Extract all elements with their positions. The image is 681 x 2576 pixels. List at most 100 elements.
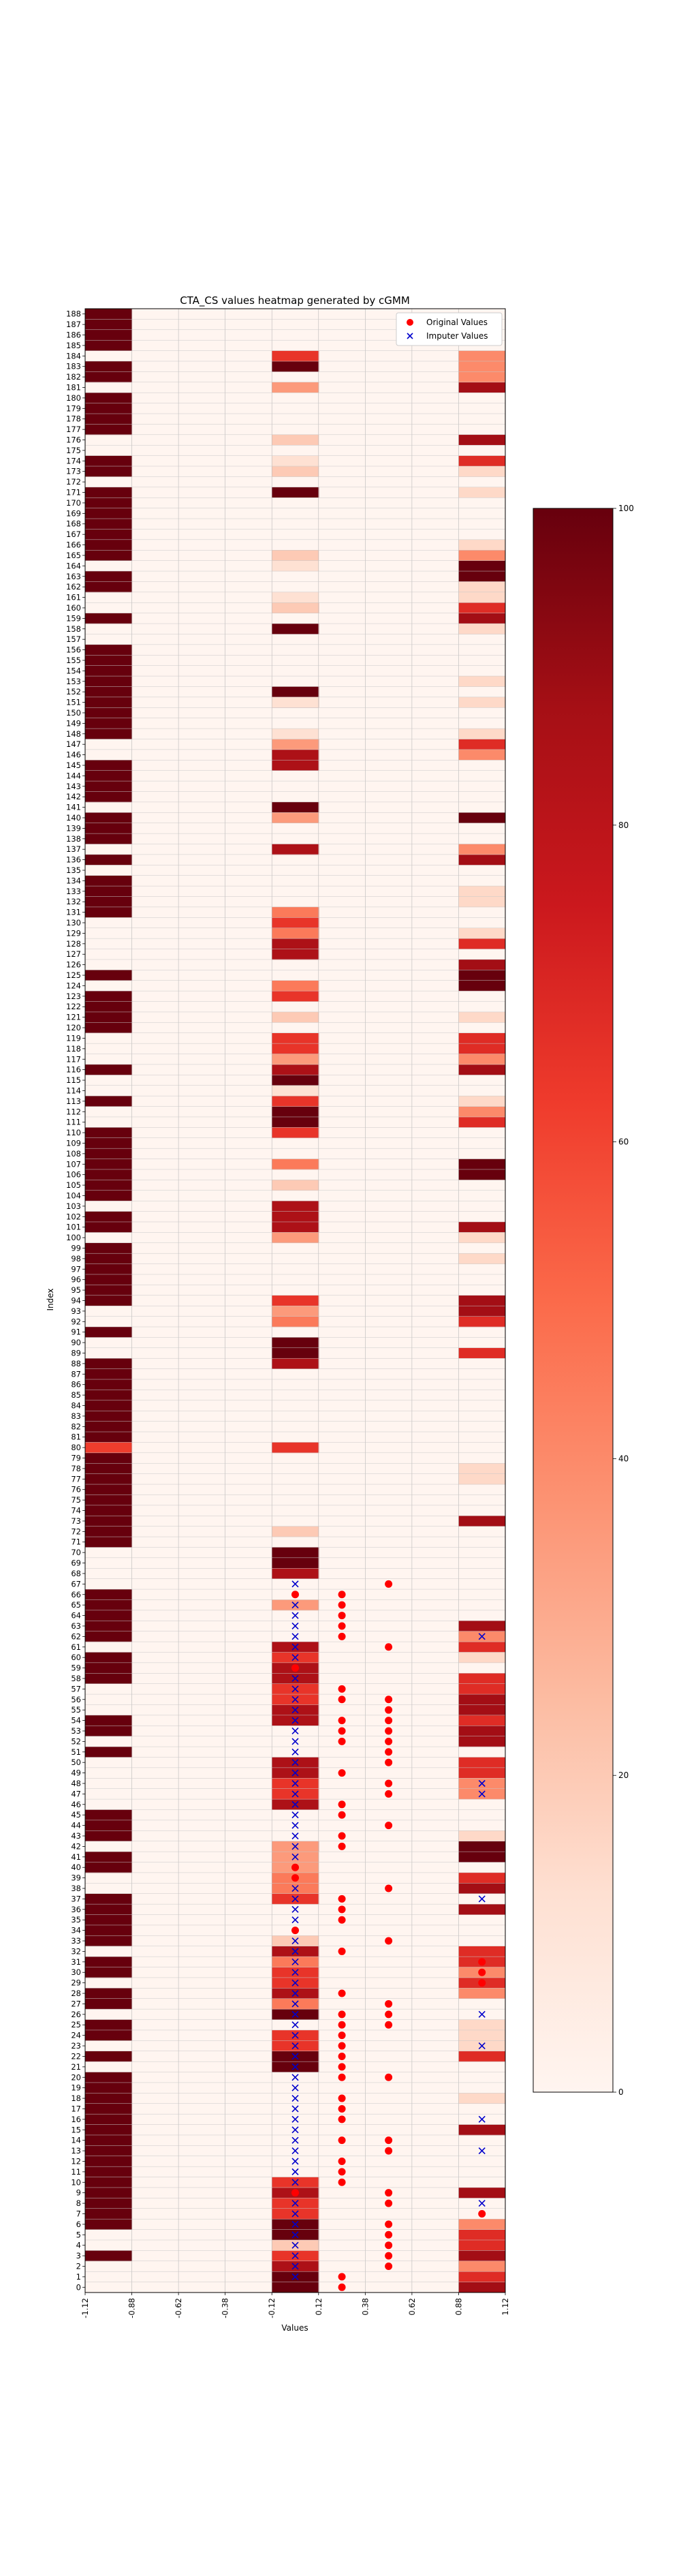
y-tick-label: 103 [66, 1201, 81, 1211]
original-value-marker [291, 1591, 299, 1599]
heatmap-cell [458, 2019, 506, 2031]
heatmap-cell [85, 676, 133, 687]
imputed-value-marker [291, 2126, 299, 2134]
heatmap-cell [458, 571, 506, 582]
heatmap-cell [85, 1862, 133, 1873]
imputed-value-marker [291, 2136, 299, 2144]
heatmap-cell [458, 466, 506, 477]
heatmap-cell [85, 1432, 133, 1443]
heatmap-cell [85, 1159, 133, 1170]
heatmap-cell [85, 2187, 133, 2198]
imputed-value-marker [478, 2115, 486, 2123]
y-tick-label: 130 [66, 918, 81, 927]
heatmap-cell [272, 801, 319, 813]
colorbar-tick-label: 100 [618, 504, 634, 513]
heatmap-cell [85, 1253, 133, 1264]
y-tick-label: 89 [71, 1349, 81, 1358]
original-value-marker [338, 1601, 346, 1609]
y-tick-label: 33 [71, 1936, 81, 1946]
original-value-marker [385, 1884, 393, 1892]
original-value-marker [385, 2147, 393, 2155]
y-tick-label: 117 [66, 1054, 81, 1064]
y-tick-label: 126 [66, 960, 81, 970]
original-value-marker [338, 1905, 346, 1914]
heatmap-cell [458, 2250, 506, 2262]
heatmap-cell [458, 1830, 506, 1842]
y-tick-label: 32 [71, 1946, 81, 1956]
y-tick-label: 18 [71, 2094, 81, 2103]
y-tick-label: 26 [71, 2010, 81, 2019]
heatmap-cell [272, 1106, 319, 1118]
heatmap-cell [458, 1841, 506, 1852]
y-tick-label: 34 [71, 1926, 81, 1935]
y-tick-label: 162 [66, 582, 81, 592]
colorbar-tick-label: 20 [618, 1770, 629, 1780]
y-tick-label: 175 [66, 446, 81, 455]
original-value-marker [338, 2052, 346, 2060]
original-value-marker [385, 2010, 393, 2019]
original-value-marker [385, 2230, 393, 2239]
original-value-marker [385, 2262, 393, 2270]
original-value-marker [385, 2220, 393, 2228]
heatmap-cell [458, 1169, 506, 1180]
y-tick-label: 178 [66, 414, 81, 424]
original-value-marker [338, 1685, 346, 1693]
heatmap-cell [458, 1064, 506, 1075]
heatmap-cell [272, 602, 319, 613]
y-tick-label: 62 [71, 1631, 81, 1641]
heatmap-cell [458, 2029, 506, 2041]
original-value-marker [338, 1842, 346, 1850]
heatmap-cell [85, 1411, 133, 1422]
y-tick-label: 146 [66, 750, 81, 760]
heatmap-cell [85, 770, 133, 782]
y-axis-label: Index [46, 1288, 55, 1310]
y-tick-label: 72 [71, 1527, 81, 1536]
heatmap-cell [85, 2208, 133, 2220]
heatmap-cell [85, 1452, 133, 1464]
imputed-value-marker [291, 1727, 299, 1735]
original-value-marker [338, 2115, 346, 2123]
heatmap-cell [85, 718, 133, 729]
heatmap-cell [272, 1159, 319, 1170]
heatmap-cell [272, 1568, 319, 1579]
y-tick-label: 137 [66, 844, 81, 854]
y-tick-label: 70 [71, 1548, 81, 1557]
y-tick-label: 149 [66, 718, 81, 728]
imputed-value-marker [291, 2105, 299, 2113]
imputed-value-marker [291, 2053, 299, 2060]
original-value-marker [385, 2073, 393, 2081]
y-tick-label: 90 [71, 1338, 81, 1347]
y-tick-label: 125 [66, 970, 81, 980]
y-tick-label: 8 [76, 2198, 81, 2208]
original-value-marker [338, 2063, 346, 2071]
heatmap-cell [272, 434, 319, 446]
original-value-marker [385, 1706, 393, 1714]
imputed-value-marker [291, 1580, 299, 1588]
heatmap-cell [85, 1988, 133, 1999]
y-tick-label: 111 [66, 1118, 81, 1127]
heatmap-cell [458, 350, 506, 362]
y-tick-label: 37 [71, 1894, 81, 1903]
heatmap-cell [458, 539, 506, 551]
heatmap-cell [85, 2177, 133, 2188]
imputed-value-marker [291, 1843, 299, 1850]
heatmap-cell [272, 1358, 319, 1369]
y-tick-label: 157 [66, 634, 81, 644]
original-value-marker [338, 2273, 346, 2281]
y-tick-label: 104 [66, 1191, 81, 1200]
original-value-marker [338, 1832, 346, 1840]
original-value-marker [385, 2241, 393, 2250]
heatmap-cell [272, 844, 319, 855]
original-value-marker [338, 1895, 346, 1903]
y-tick-label: 105 [66, 1180, 81, 1190]
y-tick-label: 11 [71, 2167, 81, 2177]
y-tick-label: 3 [76, 2251, 81, 2260]
y-tick-label: 57 [71, 1684, 81, 1693]
x-tick-label: 0.88 [454, 2298, 463, 2316]
y-tick-label: 5 [76, 2230, 81, 2239]
heatmap-cell [272, 1085, 319, 1097]
heatmap-cell [458, 1253, 506, 1264]
x-tick-label: -1.12 [80, 2298, 90, 2318]
y-tick-label: 96 [71, 1275, 81, 1285]
heatmap-cell [85, 1096, 133, 1107]
